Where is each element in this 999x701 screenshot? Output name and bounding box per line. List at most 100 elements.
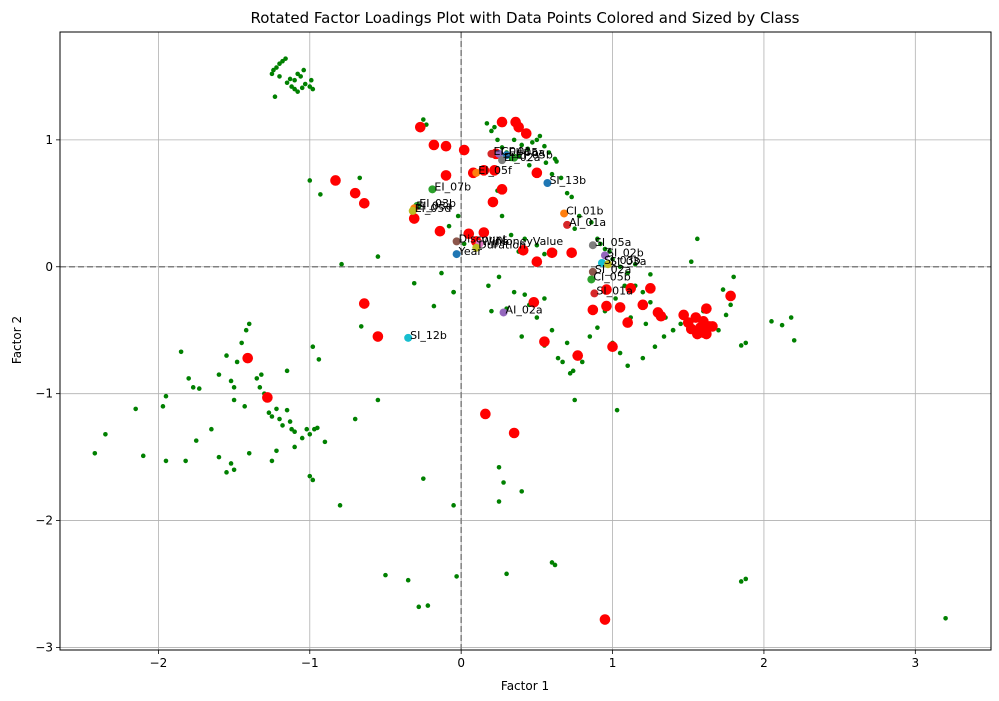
x-tick-label: 2 bbox=[760, 656, 768, 670]
labeled-point bbox=[499, 308, 508, 317]
green-point bbox=[277, 416, 282, 422]
green-point bbox=[307, 431, 313, 437]
point-label: EI_05f bbox=[478, 164, 513, 177]
green-point bbox=[357, 175, 363, 181]
green-point bbox=[209, 426, 214, 432]
green-point bbox=[269, 71, 275, 77]
red-point bbox=[539, 336, 550, 347]
green-point-series bbox=[92, 56, 948, 621]
green-point bbox=[284, 80, 290, 86]
labeled-point-series bbox=[404, 149, 613, 342]
green-point bbox=[283, 56, 288, 61]
green-point bbox=[564, 190, 570, 196]
green-point bbox=[163, 458, 169, 464]
green-point bbox=[567, 371, 573, 376]
green-point bbox=[375, 254, 381, 259]
point-label: Wine bbox=[481, 235, 509, 248]
point-label: MoneyValue bbox=[496, 235, 563, 248]
green-point bbox=[564, 340, 570, 346]
green-point bbox=[246, 451, 252, 456]
green-point bbox=[289, 426, 294, 432]
red-point bbox=[599, 614, 611, 625]
green-point bbox=[439, 270, 444, 276]
green-point bbox=[738, 579, 744, 584]
point-label: EI_03a bbox=[416, 199, 452, 212]
green-point bbox=[542, 143, 547, 149]
red-point bbox=[614, 302, 626, 313]
green-point bbox=[454, 574, 459, 579]
green-point bbox=[284, 407, 290, 413]
green-point bbox=[257, 385, 263, 390]
green-point bbox=[196, 386, 202, 391]
red-point bbox=[601, 300, 612, 312]
green-point bbox=[489, 128, 494, 134]
labeled-point bbox=[604, 260, 613, 269]
green-point bbox=[613, 296, 618, 301]
red-point bbox=[358, 198, 370, 209]
green-point bbox=[549, 560, 555, 565]
green-point bbox=[228, 461, 234, 466]
green-point bbox=[607, 249, 612, 254]
green-point bbox=[186, 376, 191, 381]
green-point bbox=[287, 419, 293, 424]
red-point bbox=[428, 139, 440, 151]
green-point bbox=[160, 404, 166, 409]
red-point bbox=[528, 296, 540, 308]
red-point bbox=[372, 331, 384, 342]
green-point bbox=[738, 343, 744, 348]
green-point bbox=[625, 270, 630, 276]
y-tick-label: 0 bbox=[45, 260, 53, 274]
point-label: EI_03b bbox=[419, 197, 456, 210]
green-point bbox=[525, 146, 531, 152]
green-point bbox=[589, 220, 594, 225]
x-tick-label: 3 bbox=[911, 656, 919, 670]
red-point bbox=[262, 392, 273, 403]
green-point bbox=[405, 577, 411, 583]
green-point bbox=[555, 355, 561, 361]
green-point bbox=[554, 159, 559, 164]
green-point bbox=[943, 615, 948, 621]
green-point bbox=[274, 406, 279, 412]
red-point bbox=[701, 303, 712, 314]
green-point bbox=[537, 133, 543, 139]
green-point bbox=[301, 67, 307, 73]
green-point bbox=[322, 439, 328, 445]
labeled-point bbox=[597, 258, 606, 267]
point-label: SI_03a bbox=[610, 255, 646, 268]
green-point bbox=[234, 359, 240, 365]
green-point bbox=[652, 344, 658, 350]
red-point bbox=[520, 128, 532, 139]
labeled-point bbox=[428, 185, 437, 194]
green-point bbox=[602, 246, 608, 252]
point-label: CI_01a bbox=[501, 145, 538, 158]
green-point bbox=[140, 453, 146, 459]
green-point bbox=[292, 77, 297, 83]
green-point bbox=[542, 296, 547, 301]
green-point bbox=[587, 334, 593, 339]
green-point bbox=[534, 315, 540, 320]
green-point bbox=[266, 410, 272, 415]
labeled-point bbox=[588, 267, 597, 276]
red-point bbox=[349, 187, 361, 199]
green-point bbox=[522, 292, 528, 297]
green-point bbox=[648, 299, 653, 305]
point-label: Duration bbox=[478, 239, 526, 252]
green-point bbox=[519, 489, 525, 494]
red-point bbox=[655, 310, 667, 322]
green-point bbox=[632, 261, 638, 267]
labeled-point bbox=[408, 206, 417, 215]
point-label: EI_02a bbox=[504, 151, 540, 164]
green-point bbox=[640, 355, 646, 361]
red-point-series bbox=[242, 116, 736, 625]
green-point bbox=[295, 89, 300, 94]
point-label: EI_05b bbox=[516, 149, 553, 162]
green-point bbox=[522, 236, 528, 242]
green-point bbox=[530, 140, 535, 145]
red-point bbox=[566, 247, 577, 259]
green-point bbox=[224, 470, 229, 475]
red-point bbox=[698, 316, 709, 327]
green-point bbox=[216, 454, 222, 460]
red-point bbox=[587, 304, 599, 316]
red-point bbox=[531, 167, 543, 179]
